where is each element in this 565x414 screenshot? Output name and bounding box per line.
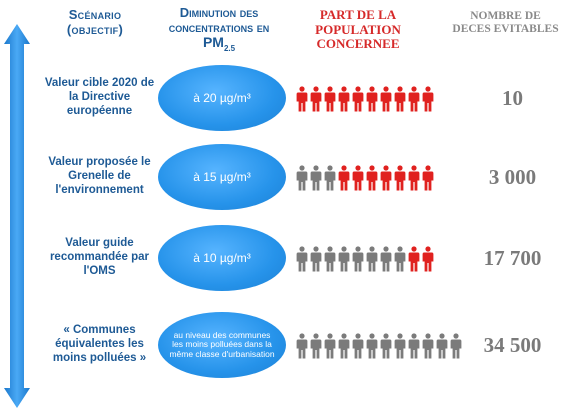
person-icon-gray [380, 246, 392, 272]
person-icon-gray [436, 333, 448, 359]
scenario-row: Valeur cible 2020 de la Directive europé… [0, 58, 565, 138]
person-icon-red [338, 165, 350, 191]
person-icon-red [408, 86, 420, 112]
header-population-line3: CONCERNEE [316, 36, 400, 52]
person-icon-gray [422, 333, 434, 359]
person-icon-red [422, 165, 434, 191]
person-icon-red [380, 165, 392, 191]
header-scenario-title: Scénario [68, 7, 122, 22]
person-icon-gray [352, 333, 364, 359]
person-icon-red [366, 86, 378, 112]
header-deaths-line2: DECES EVITABLES [452, 22, 559, 35]
person-icon-red [394, 86, 406, 112]
person-icon-red [380, 86, 392, 112]
header-scenario-subtitle: (objectif) [66, 21, 124, 37]
person-icon-red [338, 86, 350, 112]
header-concentration-line2: concentrations en [168, 19, 270, 35]
population-icons [296, 333, 462, 359]
person-icon-red [352, 86, 364, 112]
scenario-label: Valeur cible 2020 de la Directive europé… [44, 77, 155, 117]
person-icon-gray [366, 246, 378, 272]
double-arrow-icon [4, 24, 30, 408]
person-icon-gray [310, 246, 322, 272]
person-icon-red [408, 246, 420, 272]
person-icon-red [366, 165, 378, 191]
pm-label: PM [202, 34, 224, 51]
deaths-value: 17 700 [483, 245, 542, 270]
header-population-line1: PART DE LA [319, 7, 397, 22]
person-icon-red [310, 86, 322, 112]
person-icon-gray [296, 246, 308, 272]
person-icon-gray [324, 246, 336, 272]
header-concentration-pm: PM2.5 [150, 34, 288, 54]
deaths-value: 10 [502, 85, 523, 110]
scenario-row: Valeur guide recommandée par l'OMS à 10 … [0, 218, 565, 298]
header-concentration-line1: Diminution des [179, 5, 259, 20]
person-icon-gray [338, 246, 350, 272]
pm-subscript: 2.5 [223, 43, 236, 53]
header-scenario: Scénario (objectif) [45, 7, 145, 37]
person-icon-gray [324, 165, 336, 191]
person-icon-gray [380, 333, 392, 359]
concentration-ellipse: à 10 µg/m³ [158, 225, 286, 291]
population-icons [296, 246, 434, 272]
concentration-ellipse: à 15 µg/m³ [158, 144, 286, 210]
person-icon-gray [324, 333, 336, 359]
header-concentration: Diminution des concentrations en PM2.5 [150, 5, 288, 54]
scenario-label: Valeur proposée le Grenelle de l'environ… [48, 156, 151, 196]
person-icon-gray [352, 246, 364, 272]
person-icon-red [422, 86, 434, 112]
header-population-line2: POPULATION [315, 21, 401, 37]
scenario-row: « Communes équivalentes les moins pollué… [0, 305, 565, 385]
person-icon-gray [296, 165, 308, 191]
person-icon-gray [394, 333, 406, 359]
header-deaths-line1: NOMBRE DE [470, 10, 541, 22]
person-icon-gray [310, 165, 322, 191]
concentration-ellipse: à 20 µg/m³ [158, 65, 286, 131]
person-icon-gray [310, 333, 322, 359]
deaths-value: 3 000 [488, 164, 537, 189]
person-icon-red [296, 86, 308, 112]
person-icon-gray [338, 333, 350, 359]
scenario-label: Valeur guide recommandée par l'OMS [49, 237, 150, 277]
header-deaths: NOMBRE DE DECES EVITABLES [448, 10, 563, 36]
person-icon-red [394, 165, 406, 191]
person-icon-gray [296, 333, 308, 359]
header-population: PART DE LA POPULATION CONCERNEE [298, 7, 418, 52]
concentration-ellipse: au niveau des communes les moins polluée… [158, 312, 286, 378]
population-icons [296, 165, 434, 191]
person-icon-gray [408, 333, 420, 359]
person-icon-red [352, 165, 364, 191]
person-icon-red [408, 165, 420, 191]
person-icon-gray [366, 333, 378, 359]
scenario-label: « Communes équivalentes les moins pollué… [52, 324, 147, 364]
person-icon-red [324, 86, 336, 112]
person-icon-gray [394, 246, 406, 272]
person-icon-gray [450, 333, 462, 359]
deaths-value: 34 500 [483, 332, 542, 357]
person-icon-red [422, 246, 434, 272]
scenario-row: Valeur proposée le Grenelle de l'environ… [0, 137, 565, 217]
population-icons [296, 86, 434, 112]
